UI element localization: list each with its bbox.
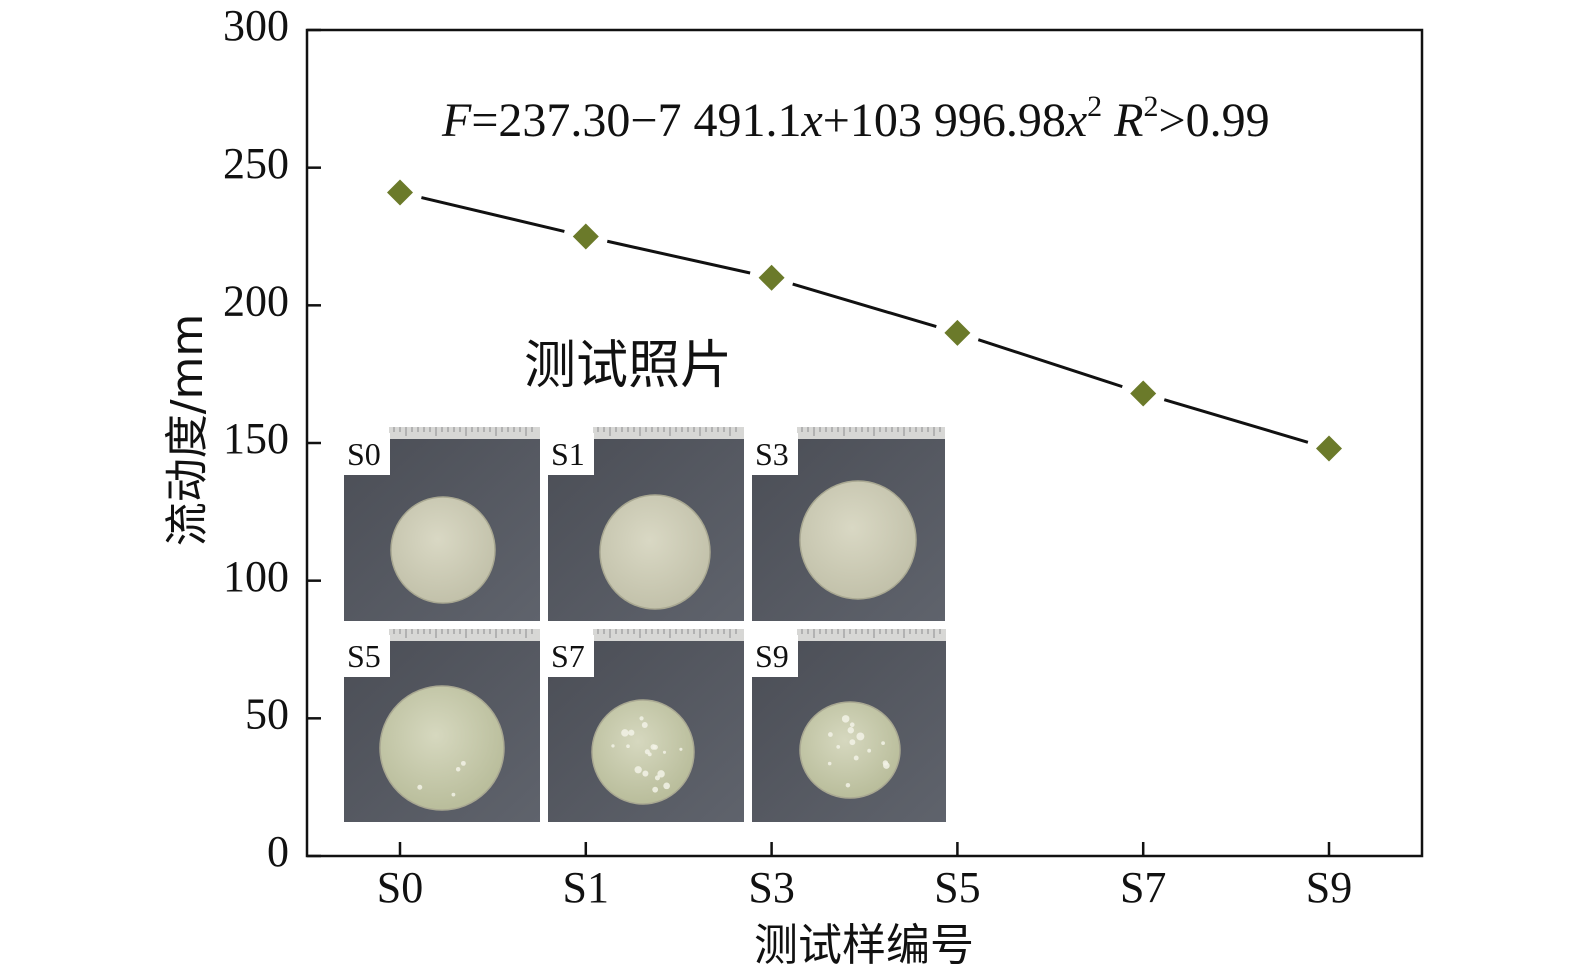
photo-S0: S0: [344, 427, 540, 621]
x-tick-label: S7: [1120, 863, 1166, 912]
y-tick-label: 150: [223, 414, 289, 463]
series-markers: [387, 179, 1342, 462]
y-tick-label: 300: [223, 1, 289, 50]
x-tick-label: S0: [377, 863, 423, 912]
data-point-S0: [387, 179, 413, 206]
series-segment: [606, 239, 751, 275]
photo-S5: S5: [344, 629, 540, 822]
x-tick-label: S3: [748, 863, 794, 912]
series-line: [421, 196, 1309, 444]
x-tick-label: S9: [1306, 863, 1352, 912]
photo-label: S1: [551, 436, 585, 472]
series-segment: [977, 338, 1123, 389]
photo-S9: S9: [752, 629, 946, 822]
inset-photo-grid: S0 S1 S3 S5 S7 S9: [344, 427, 946, 822]
data-point-S3: [758, 264, 785, 291]
y-tick-label: 100: [223, 552, 289, 601]
photo-label: S7: [551, 638, 585, 674]
data-point-S9: [1316, 435, 1342, 462]
data-point-S1: [572, 223, 599, 250]
photo-label: S0: [347, 436, 381, 472]
photo-label: S5: [347, 638, 381, 674]
y-tick-label: 0: [267, 827, 289, 876]
series-segment: [1163, 398, 1309, 444]
data-point-S5: [944, 319, 971, 346]
x-axis-title: 测试样编号: [754, 920, 974, 971]
photo-S1: S1: [548, 427, 744, 621]
y-tick-label: 250: [223, 139, 289, 188]
inset-title: 测试照片: [524, 336, 732, 396]
y-axis-ticks: 0 50 100 150 200 250 300: [223, 1, 321, 876]
series-segment: [421, 196, 565, 233]
series-segment: [792, 282, 937, 329]
y-tick-label: 50: [245, 689, 289, 738]
x-tick-label: S5: [934, 863, 980, 912]
photo-S7: S7: [548, 629, 744, 822]
x-tick-label: S1: [563, 863, 609, 912]
photo-label: S3: [755, 436, 789, 472]
x-axis-ticks: S0 S1 S3 S5 S7 S9: [377, 842, 1352, 912]
fit-equation: F=237.30−7 491.1x+103 996.98x2 R2>0.99: [441, 90, 1270, 147]
y-axis-title: 流动度/mm: [162, 314, 213, 547]
photo-label: S9: [755, 638, 789, 674]
y-tick-label: 200: [223, 276, 289, 325]
photo-S3: S3: [752, 427, 945, 621]
data-point-S7: [1130, 380, 1157, 407]
